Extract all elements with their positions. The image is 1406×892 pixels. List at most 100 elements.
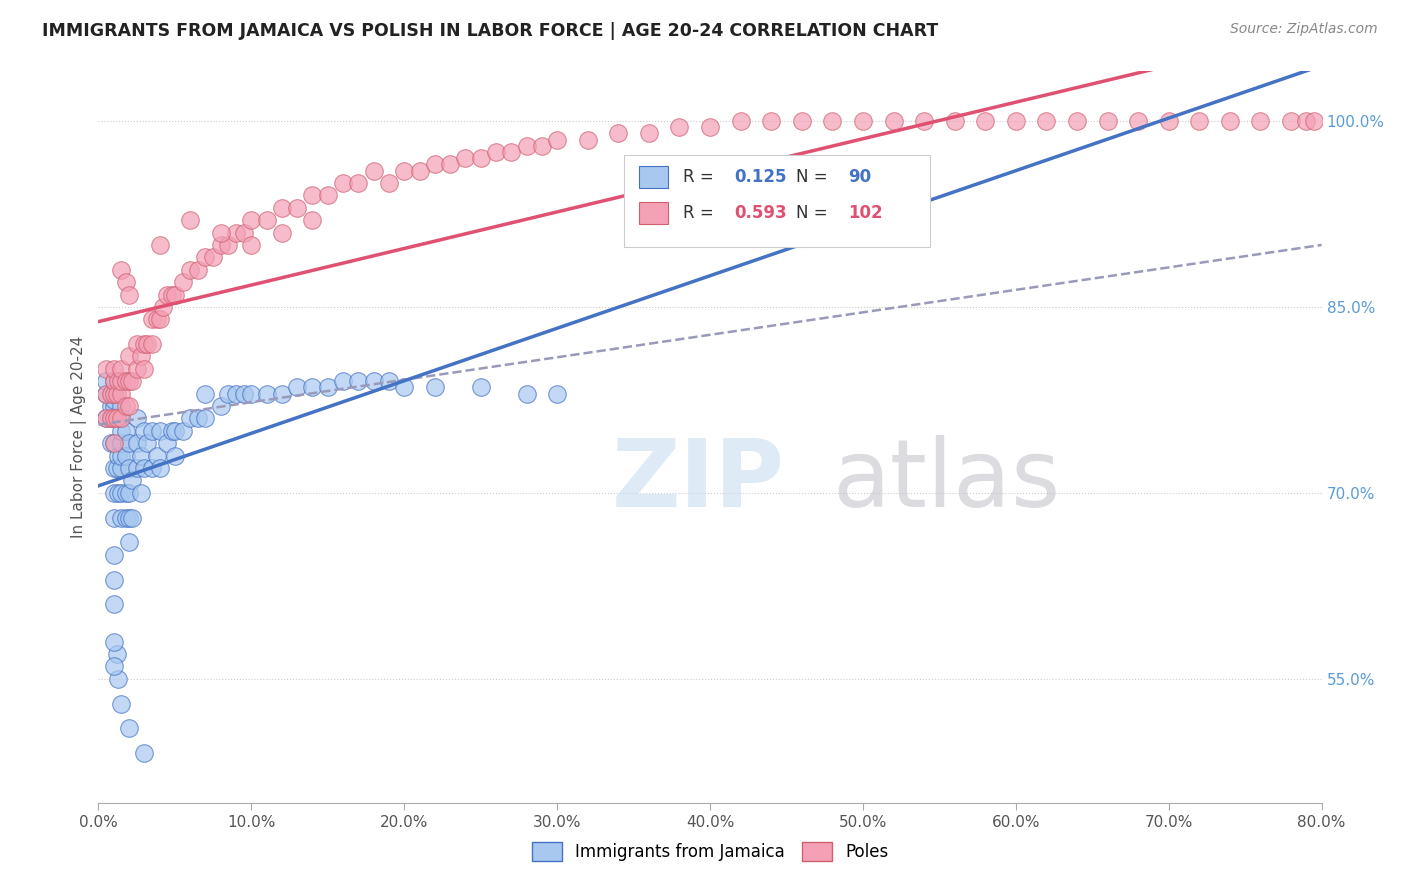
Point (107, 486, 129, 500)
Point (285, 201, 308, 215)
Point (821, 114, 844, 128)
Point (160, 424, 183, 438)
Point (103, 386, 125, 401)
Point (454, 151, 477, 165)
Point (110, 424, 132, 438)
Point (392, 163, 416, 178)
Point (232, 386, 254, 401)
Point (110, 362, 132, 376)
Point (301, 188, 323, 202)
Point (100, 436, 122, 450)
Point (187, 411, 209, 425)
Point (172, 424, 194, 438)
Point (103, 399, 125, 413)
Point (179, 213, 201, 227)
FancyBboxPatch shape (624, 155, 931, 247)
Point (136, 436, 159, 450)
Point (145, 312, 167, 326)
Point (332, 176, 354, 190)
Point (408, 163, 430, 178)
Point (156, 287, 179, 301)
Point (103, 411, 125, 425)
Point (141, 424, 163, 438)
Point (141, 337, 163, 351)
Point (110, 486, 132, 500)
Point (516, 138, 538, 153)
Point (103, 461, 125, 475)
Point (118, 510, 141, 524)
Point (730, 114, 752, 128)
Point (172, 275, 194, 289)
Point (240, 213, 263, 227)
Point (107, 374, 129, 388)
Point (100, 411, 122, 425)
Point (194, 250, 217, 264)
Point (270, 386, 292, 401)
Point (115, 510, 138, 524)
Point (125, 337, 148, 351)
Point (125, 436, 148, 450)
Point (118, 399, 141, 413)
Point (129, 350, 152, 364)
Point (347, 176, 370, 190)
Point (163, 287, 186, 301)
Point (232, 226, 254, 240)
Point (103, 634, 125, 648)
Point (125, 411, 148, 425)
Point (118, 486, 141, 500)
Point (134, 337, 156, 351)
Point (485, 145, 508, 159)
Point (149, 461, 172, 475)
Point (103, 486, 125, 500)
Point (105, 647, 128, 661)
Point (270, 201, 292, 215)
Point (790, 114, 813, 128)
Point (1279, 114, 1302, 128)
Point (439, 157, 461, 171)
Point (118, 436, 141, 450)
Point (110, 436, 132, 450)
Point (94, 362, 117, 376)
Point (110, 697, 132, 711)
Point (209, 399, 232, 413)
Point (1295, 114, 1317, 128)
Text: N =: N = (796, 204, 832, 222)
Point (546, 132, 568, 146)
Point (156, 436, 179, 450)
Point (530, 138, 553, 153)
Point (134, 461, 156, 475)
Point (423, 380, 446, 394)
Point (163, 449, 186, 463)
Point (118, 350, 141, 364)
Text: 102: 102 (848, 204, 883, 222)
FancyBboxPatch shape (640, 166, 668, 187)
Point (1188, 114, 1211, 128)
Point (1249, 114, 1271, 128)
Point (546, 386, 568, 401)
Point (121, 510, 143, 524)
Point (883, 114, 905, 128)
Point (347, 374, 370, 388)
Point (125, 461, 148, 475)
Point (974, 114, 997, 128)
Point (110, 449, 132, 463)
Point (103, 374, 125, 388)
Point (202, 250, 225, 264)
Point (392, 380, 416, 394)
Point (470, 151, 492, 165)
Text: 90: 90 (848, 168, 872, 186)
Text: IMMIGRANTS FROM JAMAICA VS POLISH IN LABOR FORCE | AGE 20-24 CORRELATION CHART: IMMIGRANTS FROM JAMAICA VS POLISH IN LAB… (42, 22, 938, 40)
Point (1303, 114, 1326, 128)
Text: R =: R = (683, 168, 718, 186)
Point (100, 399, 122, 413)
Text: N =: N = (796, 168, 832, 186)
Point (943, 114, 966, 128)
Point (163, 424, 186, 438)
Point (134, 424, 156, 438)
Point (105, 411, 128, 425)
Point (1004, 114, 1026, 128)
Point (110, 411, 132, 425)
Point (115, 449, 138, 463)
Point (110, 374, 132, 388)
Point (110, 386, 132, 401)
